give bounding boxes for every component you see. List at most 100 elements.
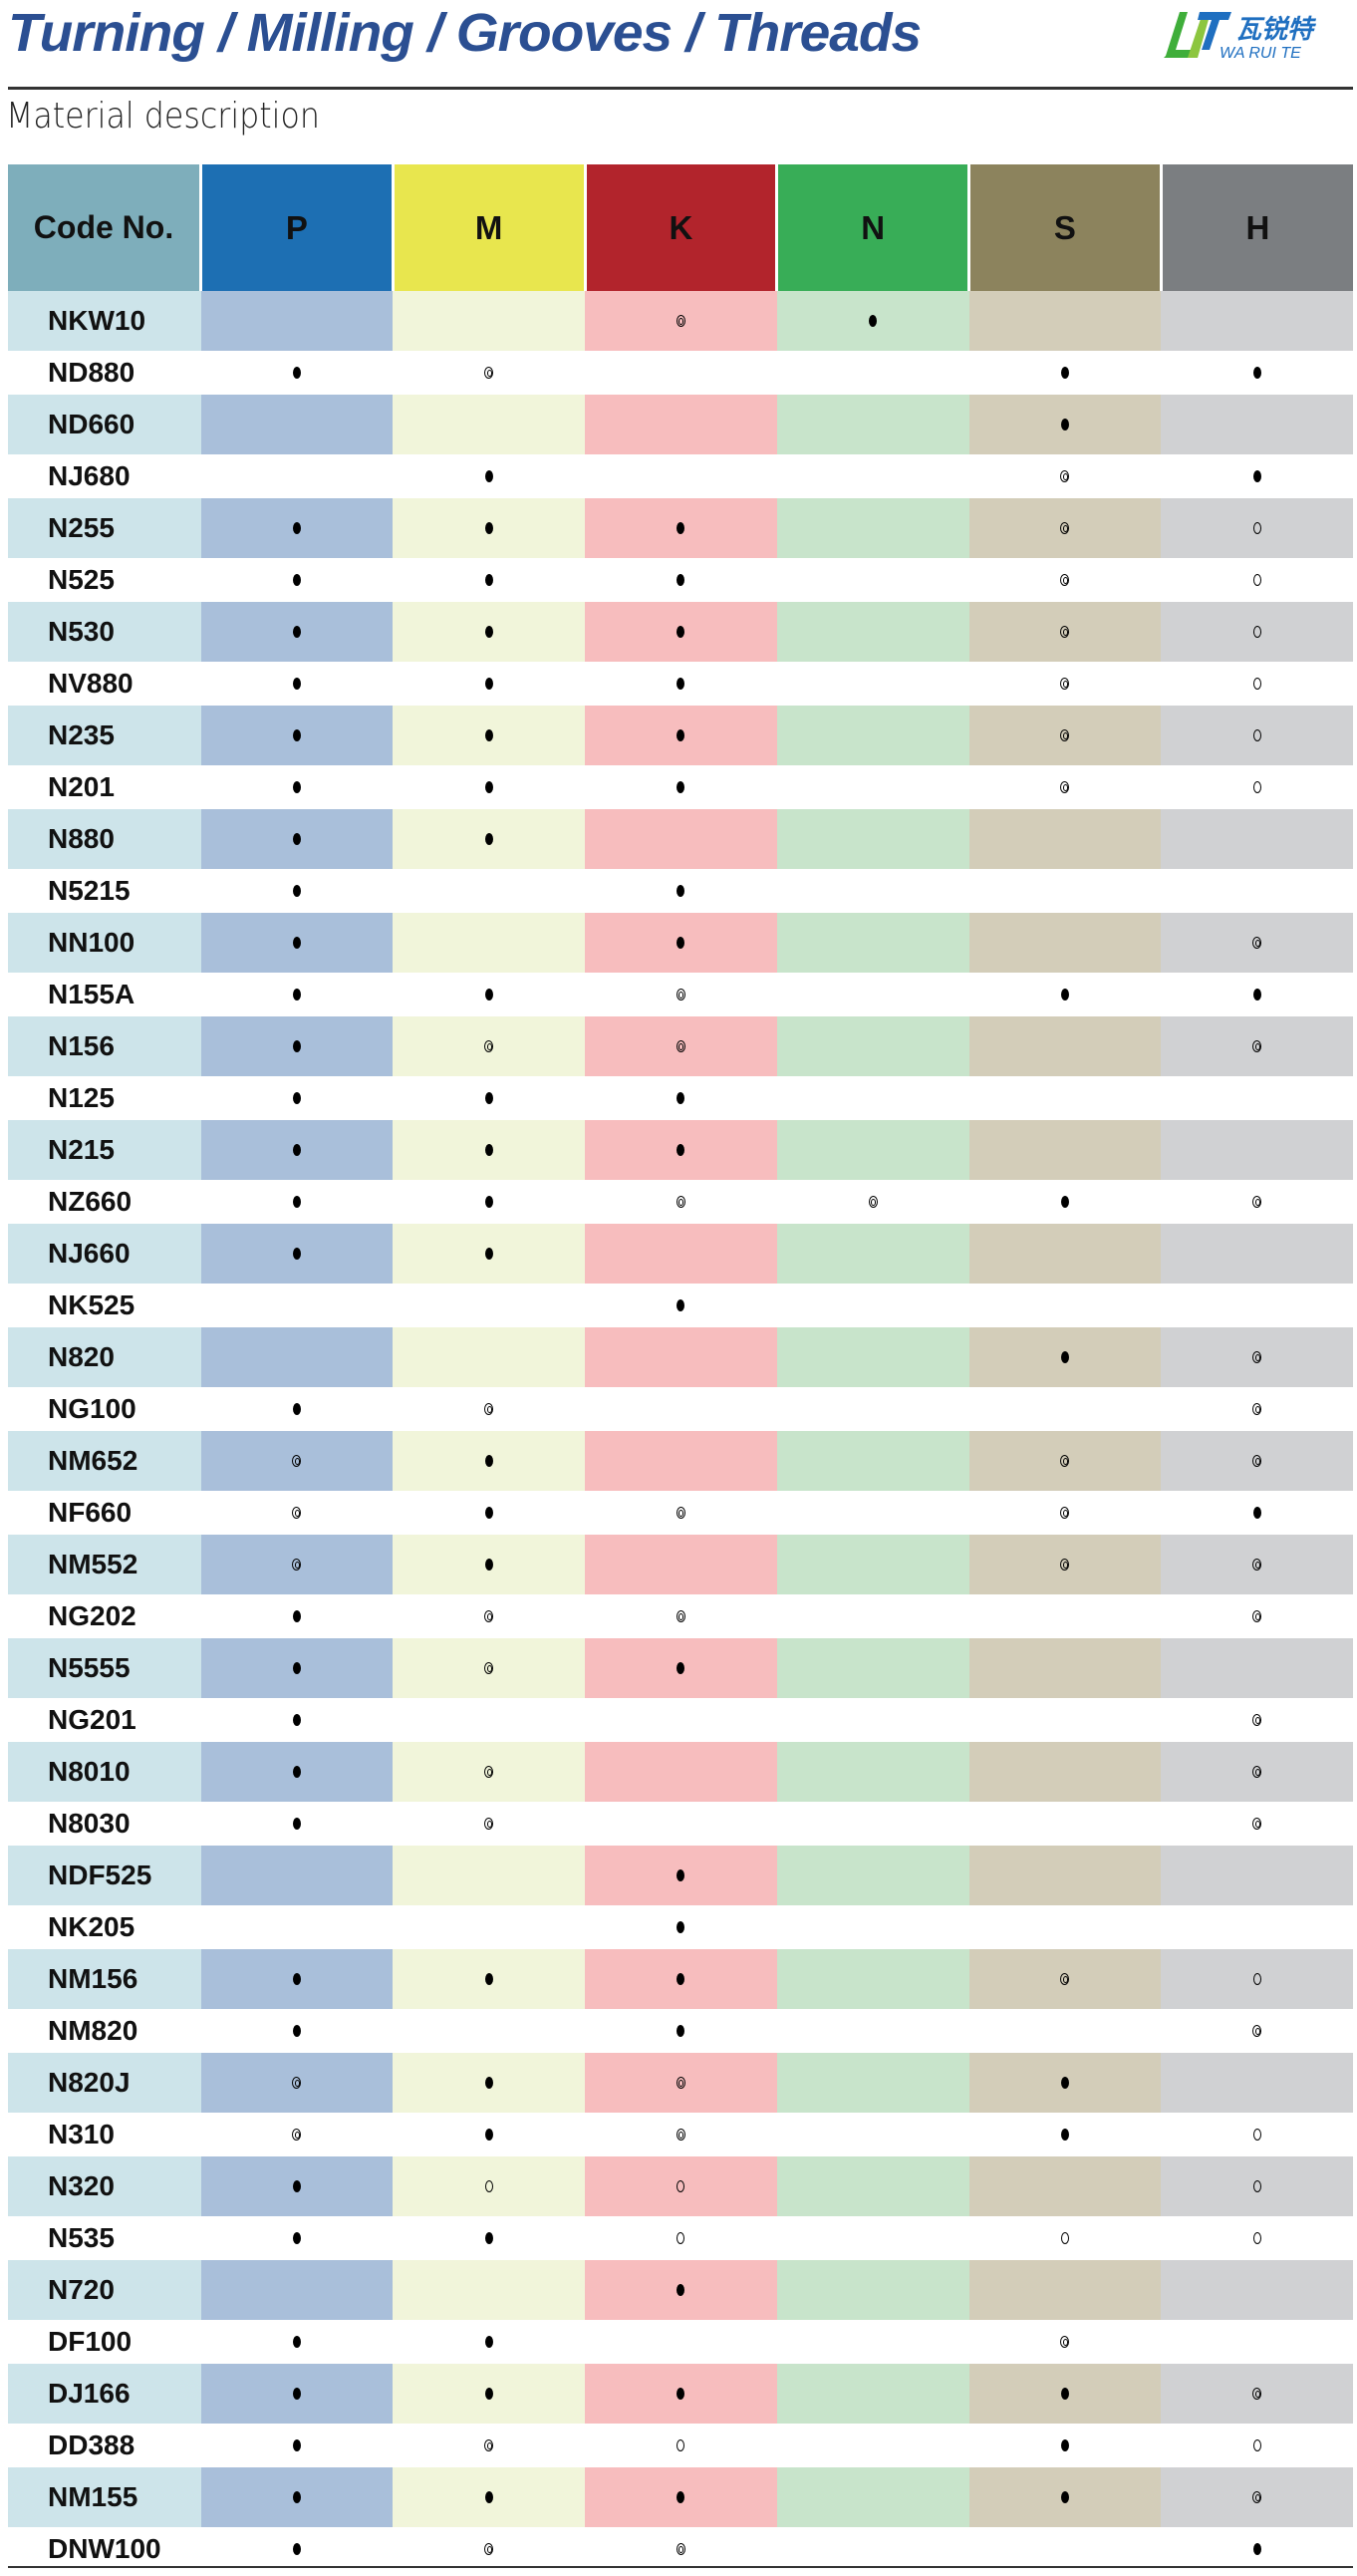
filled-circle-icon — [1252, 366, 1261, 379]
cell-s — [968, 2527, 1162, 2571]
filled-circle-icon — [484, 2387, 493, 2400]
cell-n — [776, 765, 969, 809]
cell-k — [585, 2260, 777, 2320]
cell-p — [200, 2216, 394, 2260]
open-circle-icon — [1252, 2128, 1261, 2141]
filled-circle-icon — [677, 2387, 685, 2400]
svg-text:瓦锐特: 瓦锐特 — [1235, 15, 1317, 45]
code-cell: NM652 — [8, 1431, 201, 1491]
cell-s — [968, 662, 1162, 706]
filled-circle-icon — [292, 2490, 301, 2503]
cell-n — [776, 1491, 969, 1535]
table-row: N125 — [8, 1076, 1353, 1120]
cell-h — [1161, 1949, 1353, 2009]
cell-k — [585, 1802, 777, 1846]
double-circle-icon — [676, 314, 685, 327]
cell-n — [776, 973, 969, 1016]
cell-m — [393, 1076, 585, 1120]
table-row: NM156 — [8, 1949, 1353, 2009]
open-circle-icon — [1252, 2231, 1261, 2244]
cell-n — [776, 913, 969, 973]
cell-h — [1161, 973, 1353, 1016]
cell-h — [1161, 2320, 1353, 2364]
cell-h — [1161, 1016, 1353, 1076]
table-row: N235 — [8, 706, 1353, 765]
cell-s — [968, 1949, 1162, 2009]
cell-m — [393, 1180, 585, 1224]
cell-m — [393, 1120, 585, 1180]
filled-circle-icon — [484, 1091, 493, 1104]
cell-n — [776, 1327, 969, 1387]
filled-circle-icon — [484, 469, 493, 482]
filled-circle-icon — [484, 1143, 493, 1156]
double-circle-icon — [1060, 2335, 1070, 2348]
double-circle-icon — [676, 1506, 685, 1519]
cell-h — [1161, 706, 1353, 765]
cell-m — [393, 2156, 585, 2216]
double-circle-icon — [1252, 1765, 1262, 1778]
code-cell: N820 — [8, 1327, 201, 1387]
code-cell: N530 — [8, 602, 201, 662]
cell-h — [1161, 2364, 1353, 2424]
cell-k — [585, 1491, 777, 1535]
cell-n — [776, 395, 969, 454]
cell-n — [776, 2156, 969, 2216]
cell-n — [776, 2216, 969, 2260]
filled-circle-icon — [677, 521, 685, 534]
cell-h — [1161, 1535, 1353, 1594]
cell-h — [1161, 602, 1353, 662]
cell-p — [200, 1949, 394, 2009]
cell-n — [776, 1224, 969, 1284]
cell-h — [1161, 1076, 1353, 1120]
filled-circle-icon — [1060, 366, 1069, 379]
cell-s — [968, 1284, 1162, 1327]
code-cell: N155A — [8, 973, 201, 1016]
code-cell: NM155 — [8, 2467, 201, 2527]
cell-n — [776, 454, 969, 498]
code-cell: N255 — [8, 498, 201, 558]
open-circle-icon — [677, 2231, 685, 2244]
code-cell: NM552 — [8, 1535, 201, 1594]
cell-h — [1161, 2053, 1353, 2113]
code-cell: NN100 — [8, 913, 201, 973]
cell-n — [776, 602, 969, 662]
double-circle-icon — [1060, 728, 1070, 741]
filled-circle-icon — [292, 884, 301, 897]
table-row: NKW10 — [8, 291, 1353, 351]
cell-n — [776, 1594, 969, 1638]
code-cell: N215 — [8, 1120, 201, 1180]
cell-m — [393, 1387, 585, 1431]
cell-s — [968, 395, 1162, 454]
cell-m — [393, 1491, 585, 1535]
filled-circle-icon — [292, 1817, 301, 1830]
cell-k — [585, 291, 777, 351]
double-circle-icon — [292, 1454, 302, 1467]
cell-m — [393, 1905, 585, 1949]
cell-p — [200, 1535, 394, 1594]
footer-divider — [8, 2566, 1353, 2568]
cell-m — [393, 351, 585, 395]
cell-n — [776, 1016, 969, 1076]
cell-h — [1161, 869, 1353, 913]
double-circle-icon — [292, 2128, 302, 2141]
cell-p — [200, 454, 394, 498]
cell-k — [585, 1327, 777, 1387]
cell-h — [1161, 1327, 1353, 1387]
cell-s — [968, 1535, 1162, 1594]
cell-s — [968, 765, 1162, 809]
cell-m — [393, 1698, 585, 1742]
cell-h — [1161, 1698, 1353, 1742]
table-row: N720 — [8, 2260, 1353, 2320]
code-cell: N201 — [8, 765, 201, 809]
cell-k — [585, 1742, 777, 1802]
cell-p — [200, 395, 394, 454]
cell-k — [585, 1076, 777, 1120]
code-cell: N720 — [8, 2260, 201, 2320]
code-cell: NV880 — [8, 662, 201, 706]
filled-circle-icon — [1060, 2438, 1069, 2451]
code-cell: NG202 — [8, 1594, 201, 1638]
cell-s — [968, 973, 1162, 1016]
code-cell: N820J — [8, 2053, 201, 2113]
cell-s — [968, 1802, 1162, 1846]
cell-n — [776, 558, 969, 602]
